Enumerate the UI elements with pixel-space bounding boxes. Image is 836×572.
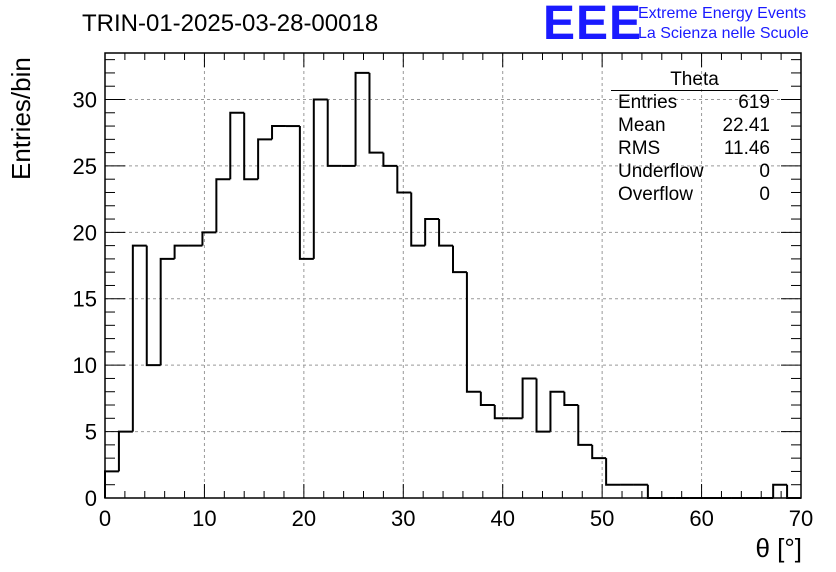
eee-logo: EEE — [543, 0, 643, 50]
histogram-bin — [521, 377, 537, 419]
x-tick-labels: 0 10 20 30 40 50 60 70 — [99, 506, 813, 531]
stats-title: Theta — [611, 70, 778, 91]
x-tick-label: 20 — [292, 506, 316, 531]
logo-caption: Extreme Energy Events La Scienza nelle S… — [638, 4, 809, 44]
y-tick-label: 15 — [73, 287, 97, 312]
histogram-bin — [772, 483, 788, 498]
x-tick-label: 10 — [192, 506, 216, 531]
stats-row-overflow: Overflow 0 — [611, 183, 778, 206]
chart-title: TRIN-01-2025-03-28-00018 — [82, 10, 379, 37]
histogram-bin — [382, 152, 398, 167]
x-tick-label: 70 — [789, 506, 813, 531]
x-tick-label: 0 — [99, 506, 111, 531]
stats-label: Mean — [618, 115, 666, 136]
axis-ticks — [104, 53, 802, 499]
histogram-bin — [326, 99, 342, 167]
y-tick-label: 30 — [73, 87, 97, 112]
stats-label: Entries — [618, 92, 678, 113]
histogram-bin — [438, 219, 453, 247]
x-tick-label: 60 — [689, 506, 713, 531]
histogram-bin — [465, 272, 481, 393]
stats-value: 0 — [759, 184, 770, 205]
histogram-bin — [145, 245, 161, 367]
x-tick-label: 40 — [490, 506, 514, 531]
y-tick-label: 0 — [85, 486, 97, 511]
histogram-bin — [577, 405, 593, 446]
histogram-bin — [229, 111, 245, 180]
histogram-bin — [396, 165, 412, 194]
histogram-bin — [646, 484, 662, 499]
logo-line-1: Extreme Energy Events — [638, 5, 807, 22]
stats-value: 0 — [759, 161, 770, 182]
y-tick-label: 25 — [73, 154, 97, 179]
histogram-bin — [257, 138, 273, 180]
histogram-bin — [493, 405, 509, 420]
stats-rows: Entries 619 Mean 22.41 RMS 11.46 Underflow 0 Ove… — [611, 91, 778, 206]
histogram-bin — [117, 430, 133, 472]
stats-row-underflow: Underflow 0 — [611, 160, 778, 183]
stats-row-rms: RMS 11.46 — [611, 137, 778, 160]
x-tick-label: 50 — [590, 506, 614, 531]
histogram-bin — [424, 218, 440, 246]
histogram-bin — [368, 72, 384, 154]
histogram-bin — [312, 98, 328, 259]
x-axis-label: θ [°] — [755, 533, 802, 563]
histogram-bin — [452, 245, 467, 274]
histogram-bin — [271, 125, 286, 140]
histogram-bin — [605, 458, 621, 486]
histogram-bin — [173, 244, 189, 259]
histogram-bin — [215, 178, 231, 233]
stats-row-mean: Mean 22.41 — [611, 114, 778, 137]
stats-box: Theta Entries 619 Mean 22.41 RMS 11.46 Underfl… — [611, 70, 778, 206]
grid-lines — [105, 53, 801, 498]
stats-label: Underflow — [618, 161, 704, 182]
stats-label: Overflow — [618, 184, 693, 205]
histogram-bin — [479, 391, 495, 407]
histogram-bin — [535, 378, 551, 433]
histogram-bin — [201, 231, 217, 246]
histogram-bin — [354, 71, 370, 166]
plot-frame — [104, 52, 802, 499]
logo-line-2: La Scienza nelle Scuole — [638, 25, 809, 42]
y-tick-label: 5 — [85, 420, 97, 445]
histogram-bin — [591, 444, 607, 460]
x-tick-label: 30 — [391, 506, 415, 531]
y-tick-labels: 0 5 10 15 20 25 30 — [73, 87, 97, 511]
stats-value: 619 — [738, 92, 770, 113]
stats-value: 22.41 — [722, 115, 770, 136]
histogram-bin — [410, 192, 426, 247]
histogram-series — [104, 71, 801, 499]
y-tick-label: 20 — [73, 220, 97, 245]
histogram-bin — [159, 257, 175, 366]
histogram-bin — [131, 244, 147, 432]
y-axis-label: Entries/bin — [6, 57, 36, 180]
histogram-bin — [549, 390, 565, 432]
histogram-bin — [298, 126, 314, 260]
y-tick-label: 10 — [73, 353, 97, 378]
stats-row-entries: Entries 619 — [611, 91, 778, 114]
histogram-bin — [243, 112, 259, 181]
histogram-bin — [786, 484, 801, 499]
stats-value: 11.46 — [723, 138, 770, 159]
histogram-bin — [563, 391, 579, 407]
stats-label: RMS — [618, 138, 661, 159]
